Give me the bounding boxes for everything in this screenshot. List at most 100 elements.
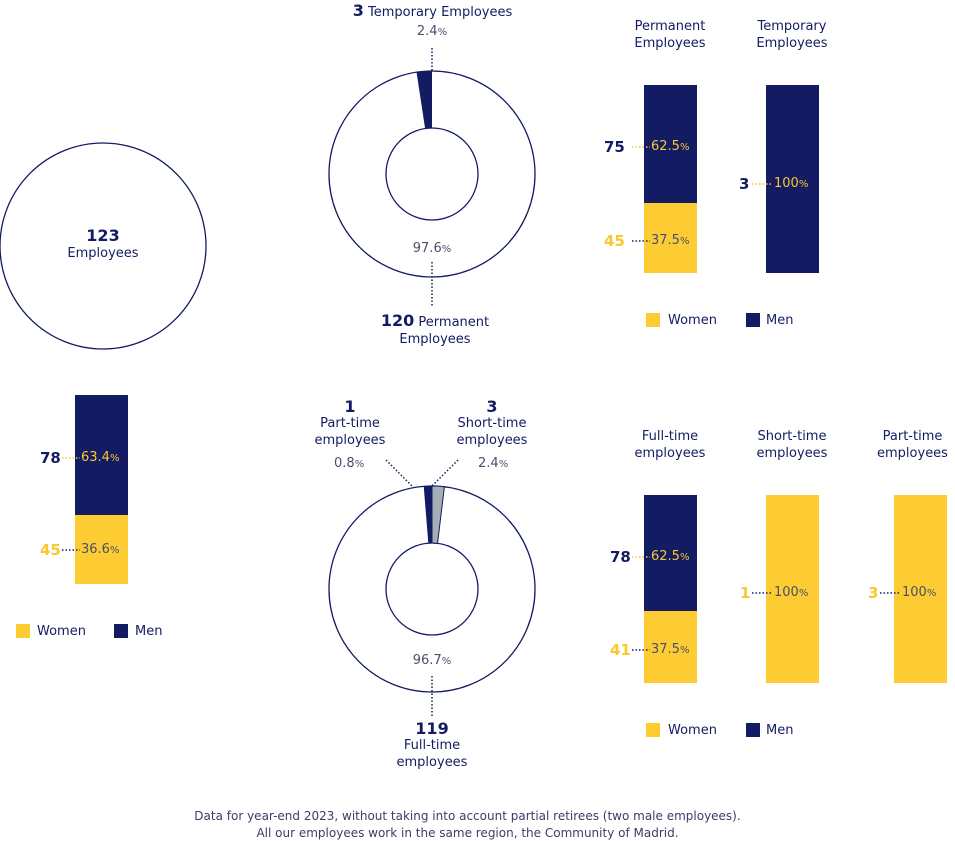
part-time-pct-value: 0.8 xyxy=(334,456,355,471)
short-women-pct: 100% xyxy=(774,585,808,600)
slice-temporary xyxy=(416,71,432,129)
worktime-donut xyxy=(328,459,536,716)
short-women-pct-unit: % xyxy=(798,588,809,599)
total-men-pct: 63.4% xyxy=(81,450,119,465)
temporary-pct-value: 2.4 xyxy=(416,24,438,39)
total-circle xyxy=(0,142,207,350)
leader-short-time xyxy=(429,459,459,489)
part-women-pct-unit: % xyxy=(926,588,937,599)
permanent-bar-title-1: Permanent xyxy=(634,19,706,34)
full-time-caption-1: Full-time xyxy=(403,738,461,753)
bar-short-women xyxy=(766,495,819,683)
short-time-count: 3 xyxy=(486,397,498,416)
legend-women-label: Women xyxy=(668,313,717,328)
bar-total-men xyxy=(75,395,128,515)
permanent-women-count: 45 xyxy=(604,232,625,250)
bar-permanent-men xyxy=(644,85,697,203)
permanent-women-pct: 37.5% xyxy=(651,233,689,248)
permanent-women-pct-value: 37.5 xyxy=(651,233,680,248)
permanent-women-pct-unit: % xyxy=(679,236,690,247)
legend2-women-label: Women xyxy=(37,624,86,639)
bar-full-men xyxy=(644,495,697,611)
footer-line-1: Data for year-end 2023, without taking i… xyxy=(194,809,741,823)
permanent-count: 120 xyxy=(380,311,415,330)
temporary-bar-title: Temporary Employees xyxy=(742,18,842,52)
short-time-pct: 2.4% xyxy=(478,456,508,471)
full-men-pct-value: 62.5 xyxy=(651,549,680,564)
short-time-pct-unit: % xyxy=(498,459,509,470)
part-women-count: 3 xyxy=(868,584,879,602)
contract-bars xyxy=(632,85,819,327)
temporary-count: 3 xyxy=(352,1,364,20)
part-women-pct-value: 100 xyxy=(902,585,927,600)
part-women-pct: 100% xyxy=(902,585,936,600)
full-time-bar-title-2: employees xyxy=(634,446,706,461)
total-value: 123 xyxy=(86,226,120,245)
leader-part-time xyxy=(385,459,415,489)
part-time-pct-unit: % xyxy=(354,459,365,470)
permanent-pct-unit: % xyxy=(441,244,452,255)
footer-note: Data for year-end 2023, without taking i… xyxy=(0,808,935,842)
full-men-count: 78 xyxy=(610,548,631,566)
worktime-donut-inner xyxy=(385,542,479,636)
legend-women-swatch xyxy=(646,313,660,327)
gender-bar xyxy=(16,395,128,638)
legend2-men-swatch xyxy=(114,624,128,638)
worktime-bars xyxy=(632,495,947,737)
part-time-caption-1: Part-time xyxy=(320,416,380,431)
temporary-bar-title-2: Employees xyxy=(756,36,828,51)
short-women-count: 1 xyxy=(740,584,751,602)
temporary-men-pct-unit: % xyxy=(798,179,809,190)
legend2-men-label: Men xyxy=(135,624,163,639)
full-men-pct: 62.5% xyxy=(651,549,689,564)
footer-line-2: All our employees work in the same regio… xyxy=(256,826,679,840)
permanent-pct-value: 97.6 xyxy=(412,241,442,256)
permanent-caption-1: Permanent xyxy=(418,315,490,330)
permanent-pct: 97.6% xyxy=(400,241,464,256)
bar-total-women xyxy=(75,515,128,584)
part-time-bar-title: Part-time employees xyxy=(870,428,955,462)
temporary-caption: Temporary Employees xyxy=(368,5,513,20)
permanent-men-pct-value: 62.5 xyxy=(651,139,680,154)
full-time-bar-title: Full-time employees xyxy=(620,428,720,462)
total-men-count: 78 xyxy=(40,449,61,467)
legend3-men-label: Men xyxy=(766,723,794,738)
temporary-pct: 2.4% xyxy=(400,24,464,39)
full-time-pct: 96.7% xyxy=(400,653,464,668)
part-time-label: 1 Part-time employees xyxy=(300,398,400,449)
legend2-women-swatch xyxy=(16,624,30,638)
bar-permanent-women xyxy=(644,203,697,273)
short-time-bar-title: Short-time employees xyxy=(742,428,842,462)
temporary-pct-unit: % xyxy=(437,27,448,38)
legend-men-swatch xyxy=(746,313,760,327)
part-time-bar-title-1: Part-time xyxy=(882,429,943,444)
permanent-men-pct-unit: % xyxy=(679,142,690,153)
part-time-caption-2: employees xyxy=(314,433,386,448)
total-women-pct-value: 36.6 xyxy=(81,542,110,557)
full-time-pct-value: 96.7 xyxy=(412,653,442,668)
short-time-bar-title-1: Short-time xyxy=(757,429,827,444)
full-women-pct-unit: % xyxy=(679,645,690,656)
bar-part-women xyxy=(894,495,947,683)
short-time-bar-title-2: employees xyxy=(756,446,828,461)
part-time-pct: 0.8% xyxy=(334,456,364,471)
total-men-pct-unit: % xyxy=(109,453,120,464)
contract-donut-inner xyxy=(385,127,479,221)
permanent-bar-title: Permanent Employees xyxy=(620,18,720,52)
temporary-label: 3 Temporary Employees xyxy=(330,2,535,21)
total-women-pct-unit: % xyxy=(109,545,120,556)
short-women-pct-value: 100 xyxy=(774,585,799,600)
legend3-women-swatch xyxy=(646,723,660,737)
full-time-pct-unit: % xyxy=(441,656,452,667)
short-time-label: 3 Short-time employees xyxy=(442,398,542,449)
full-time-label: 119 Full-time employees xyxy=(382,720,482,771)
total-caption: Employees xyxy=(67,246,139,261)
part-time-bar-title-2: employees xyxy=(877,446,948,461)
part-time-count: 1 xyxy=(344,397,356,416)
short-time-caption-1: Short-time xyxy=(457,416,527,431)
full-time-bar-title-1: Full-time xyxy=(641,429,699,444)
total-men-pct-value: 63.4 xyxy=(81,450,110,465)
full-time-count: 119 xyxy=(415,719,449,738)
total-women-pct: 36.6% xyxy=(81,542,119,557)
